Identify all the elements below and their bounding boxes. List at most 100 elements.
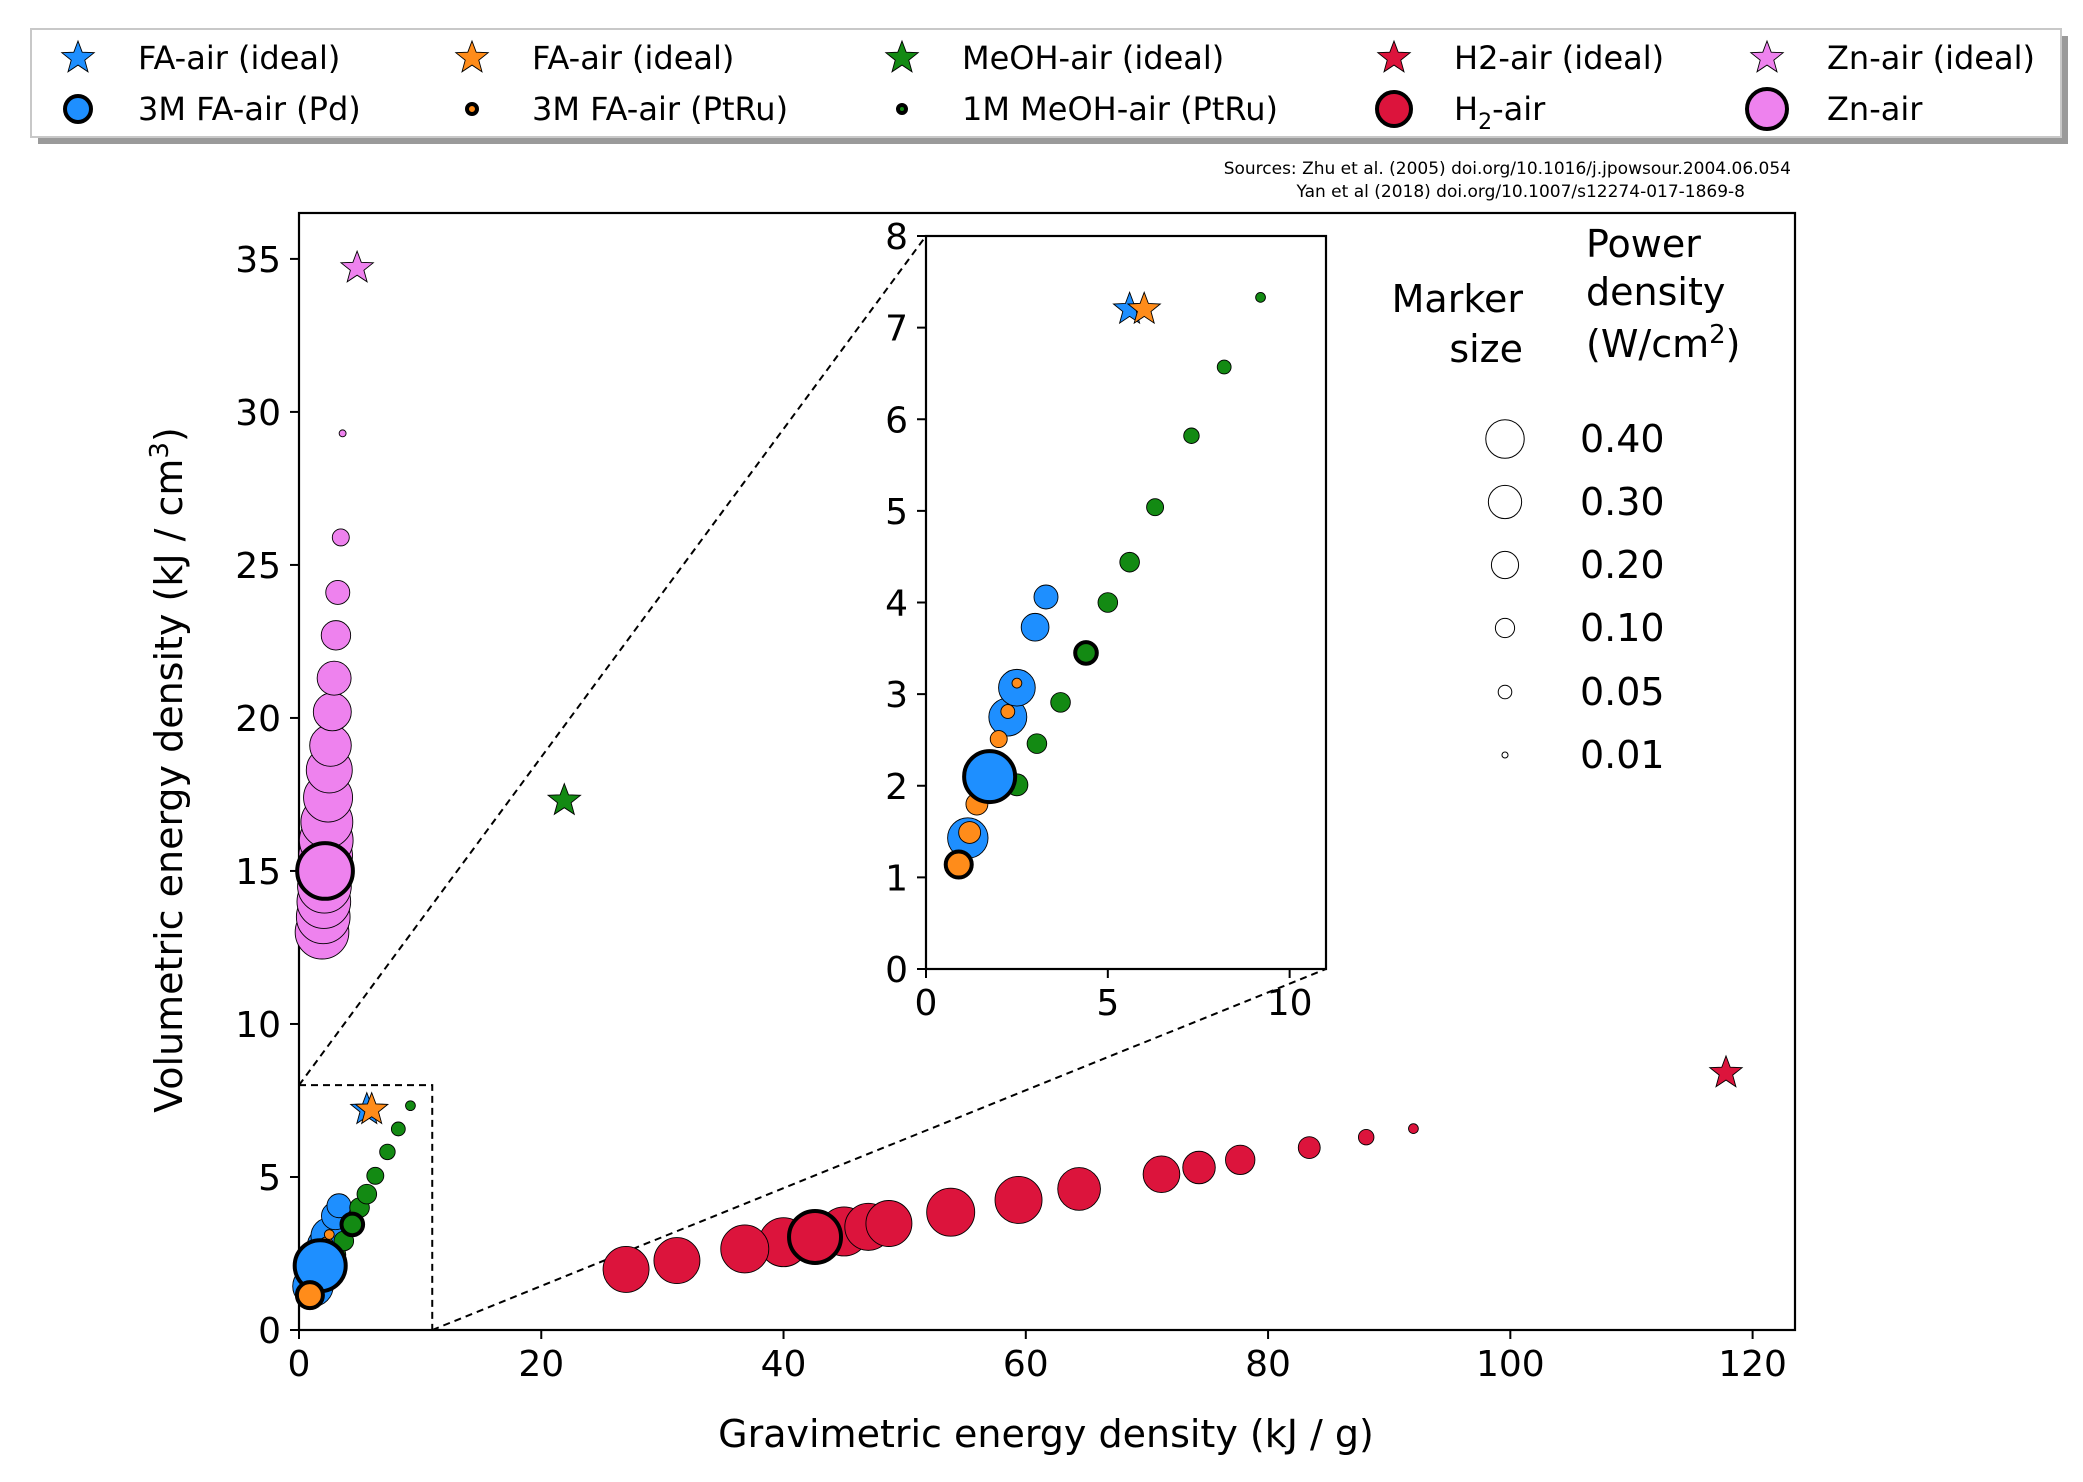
sources-line-2: Yan et al (2018) doi.org/10.1007/s12274-… <box>1296 182 1745 202</box>
main-point-zn-air <box>338 429 347 438</box>
size-legend-value: 0.40 <box>1580 417 1665 461</box>
main-point-zn-air <box>325 580 351 605</box>
legend: FA-air (ideal) FA-air (ideal) MeOH-air (id… <box>60 39 2035 135</box>
size-legend-value: 0.05 <box>1580 670 1665 714</box>
legend-label: FA-air (ideal) <box>532 39 734 77</box>
main-point-zn-air <box>320 620 352 651</box>
main-point-1m-meoh-air-ptru- <box>405 1100 416 1112</box>
legend-label: Zn-air (ideal) <box>1827 39 2035 77</box>
size-legend-marker <box>1494 617 1516 639</box>
main-highlight-point <box>339 1211 366 1238</box>
legend-label: Zn-air <box>1827 90 1923 128</box>
y-tick-label: 20 <box>235 699 281 740</box>
main-point-zn-air <box>331 528 350 547</box>
main-point-h2-air <box>1357 1129 1375 1146</box>
size-legend-marker <box>1497 684 1513 700</box>
main-highlight-point <box>787 1208 844 1265</box>
size-legend-title-end: ) <box>1726 322 1741 366</box>
size-legend-value: 0.01 <box>1580 733 1665 777</box>
y-axis-label-superscript: 3 <box>145 442 175 459</box>
inset-point-3m-fa-air-pd- <box>1020 612 1050 642</box>
inset-point-3m-fa-air-ptru- <box>1011 677 1023 689</box>
sources-line-1: Sources: Zhu et al. (2005) doi.org/10.10… <box>1224 159 1791 179</box>
x-tick-label: 80 <box>1245 1344 1291 1385</box>
x-tick-label: 100 <box>1476 1344 1545 1385</box>
inset-point-1m-meoh-air-ptru- <box>1255 292 1266 303</box>
inset-y-tick-label: 2 <box>885 767 908 808</box>
inset-point-1m-meoh-air-ptru- <box>1216 359 1232 375</box>
y-tick-label: 35 <box>235 240 281 281</box>
main-point-h2-air <box>1182 1150 1216 1185</box>
main-ideal-star <box>1708 1054 1744 1088</box>
main-point-zn-air <box>316 660 352 696</box>
main-ideal-star <box>339 249 375 283</box>
main-point-h2-air <box>720 1224 770 1274</box>
legend-label: 3M FA-air (PtRu) <box>532 90 788 128</box>
inset-x-tick-label: 0 <box>915 983 938 1024</box>
inset-point-1m-meoh-air-ptru- <box>1183 427 1200 444</box>
inset-highlight-point <box>962 749 1018 805</box>
y-tick-label: 15 <box>235 852 281 893</box>
size-legend-marker <box>1490 550 1520 580</box>
size-legend-title-superscript: 2 <box>1709 320 1726 350</box>
y-tick-label: 5 <box>258 1158 281 1199</box>
legend-star-marker <box>1376 39 1412 73</box>
legend-circle-marker <box>465 102 479 116</box>
legend-star-marker <box>1749 39 1785 73</box>
legend-star-marker <box>884 39 920 73</box>
inset-x-tick-label: 5 <box>1096 983 1119 1024</box>
x-axis-label: Gravimetric energy density (kJ / g) <box>718 1412 1374 1456</box>
x-tick-label: 20 <box>518 1344 564 1385</box>
main-point-3m-fa-air-ptru- <box>323 1229 335 1240</box>
main-point-zn-air <box>312 692 352 732</box>
inset-point-1m-meoh-air-ptru- <box>1026 733 1048 754</box>
inset-plot: 0 5 10 0 1 2 3 4 5 6 7 8 <box>885 217 1328 1024</box>
main-axes-frame <box>297 211 1797 1332</box>
main-point-h2-air <box>1225 1144 1256 1176</box>
main-point-h2-air <box>1057 1167 1101 1211</box>
inset-y-tick-label: 3 <box>885 675 908 716</box>
main-point-h2-air <box>1297 1136 1321 1160</box>
y-tick-label: 30 <box>235 393 281 434</box>
main-point-h2-air <box>602 1245 650 1293</box>
inset-point-1m-meoh-air-ptru- <box>1146 498 1165 517</box>
inset-point-1m-meoh-air-ptru- <box>1050 692 1071 713</box>
legend-circle-marker <box>1375 90 1413 128</box>
y-tick-label: 25 <box>235 546 281 587</box>
size-legend-marker <box>1485 419 1525 459</box>
inset-y-tick-label: 8 <box>885 217 908 258</box>
main-point-1m-meoh-air-ptru- <box>390 1121 406 1137</box>
inset-highlight-point <box>943 849 974 880</box>
legend-label: 1M MeOH-air (PtRu) <box>962 90 1278 128</box>
inset-y-tick-label: 5 <box>885 492 908 533</box>
inset-point-1m-meoh-air-ptru- <box>1119 551 1140 573</box>
main-ideal-star <box>354 1091 390 1125</box>
x-tick-label: 120 <box>1718 1344 1787 1385</box>
y-tick-label: 0 <box>258 1311 281 1352</box>
x-tick-label: 40 <box>761 1344 807 1385</box>
y-tick-label: 10 <box>235 1005 281 1046</box>
legend-label: FA-air (ideal) <box>138 39 340 77</box>
main-highlight-point <box>294 1280 325 1311</box>
inset-point-3m-fa-air-ptru- <box>1000 704 1016 719</box>
inset-y-tick-label: 7 <box>885 309 908 350</box>
y-axis-label: Volumetric energy density (kJ / cm3) <box>145 427 191 1113</box>
zoom-guide-top <box>298 235 927 1086</box>
size-legend-title-left: size <box>1449 327 1523 371</box>
legend-circle-marker <box>1745 87 1789 131</box>
main-point-h2-air <box>865 1200 913 1247</box>
size-legend-value: 0.20 <box>1580 543 1665 587</box>
size-legend-value: 0.30 <box>1580 480 1665 524</box>
main-highlight-point <box>295 841 355 901</box>
inset-point-3m-fa-air-pd- <box>1033 584 1059 610</box>
legend-label-subscript: 2 <box>1478 110 1492 135</box>
inset-ideal-star <box>1126 291 1162 325</box>
inset-y-tick-label: 0 <box>885 950 908 991</box>
legend-label: 3M FA-air (Pd) <box>138 90 361 128</box>
main-point-1m-meoh-air-ptru- <box>366 1166 385 1185</box>
legend-circle-marker <box>63 94 93 124</box>
inset-point-1m-meoh-air-ptru- <box>1097 592 1119 613</box>
inset-point-3m-fa-air-ptru- <box>958 821 982 844</box>
